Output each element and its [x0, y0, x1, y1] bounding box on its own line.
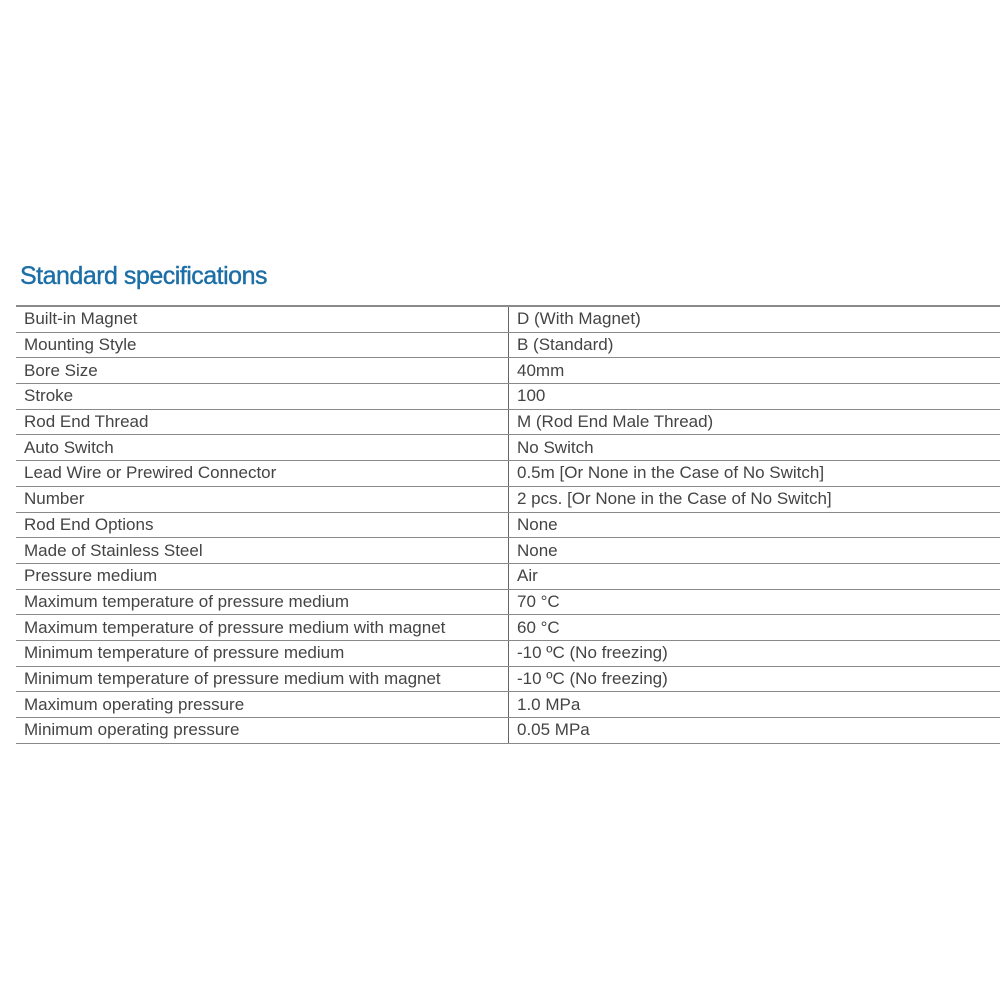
table-row: Auto Switch No Switch [16, 434, 1000, 462]
table-row: Maximum temperature of pressure medium 70… [16, 589, 1000, 616]
table-row: Lead Wire or Prewired Connector 0.5m [Or … [16, 460, 1000, 487]
spec-table: Built-in Magnet D (With Magnet) Mounting S… [16, 305, 1000, 744]
spec-value: 2 pcs. [Or None in the Case of No Switch… [508, 486, 1000, 513]
table-row: Rod End Thread M (Rod End Male Thread) [16, 409, 1000, 436]
spec-label: Auto Switch [16, 434, 509, 462]
spec-label: Mounting Style [16, 332, 509, 359]
spec-value: 40mm [508, 357, 1000, 385]
spec-value: None [508, 537, 1000, 564]
spec-label: Minimum temperature of pressure medium [16, 640, 509, 667]
page-title: Standard specifications [20, 262, 268, 290]
spec-label: Maximum operating pressure [16, 691, 509, 718]
spec-value: 70 °C [508, 589, 1000, 616]
table-row: Mounting Style B (Standard) [16, 332, 1000, 359]
spec-label: Number [16, 486, 509, 513]
spec-label: Rod End Thread [16, 409, 509, 436]
spec-label: Built-in Magnet [16, 306, 509, 333]
table-row: Rod End Options None [16, 512, 1000, 539]
table-row: Stroke 100 [16, 383, 1000, 410]
spec-value: 0.5m [Or None in the Case of No Switch] [508, 460, 1000, 487]
table-row: Bore Size 40mm [16, 357, 1000, 385]
table-row: Minimum temperature of pressure medium w… [16, 666, 1000, 693]
spec-value: 60 °C [508, 614, 1000, 641]
table-row: Maximum temperature of pressure medium w… [16, 614, 1000, 641]
spec-label: Made of Stainless Steel [16, 537, 509, 564]
spec-value: No Switch [508, 434, 1000, 462]
spec-label: Maximum temperature of pressure medium w… [16, 614, 509, 641]
spec-label: Maximum temperature of pressure medium [16, 589, 509, 616]
spec-value: B (Standard) [508, 332, 1000, 359]
spec-label: Rod End Options [16, 512, 509, 539]
spec-value: None [508, 512, 1000, 539]
table-row: Built-in Magnet D (With Magnet) [16, 306, 1000, 333]
spec-label: Lead Wire or Prewired Connector [16, 460, 509, 487]
table-row: Minimum temperature of pressure medium -1… [16, 640, 1000, 667]
spec-value: D (With Magnet) [508, 306, 1000, 333]
spec-value: Air [508, 563, 1000, 590]
spec-label: Pressure medium [16, 563, 509, 590]
spec-value: 100 [508, 383, 1000, 410]
table-row: Pressure medium Air [16, 563, 1000, 590]
table-row: Number 2 pcs. [Or None in the Case of No … [16, 486, 1000, 513]
spec-value: -10 ºC (No freezing) [508, 666, 1000, 693]
spec-value: 0.05 MPa [508, 717, 1000, 744]
table-row: Maximum operating pressure 1.0 MPa [16, 691, 1000, 718]
spec-value: -10 ºC (No freezing) [508, 640, 1000, 667]
spec-label: Stroke [16, 383, 509, 410]
spec-value: M (Rod End Male Thread) [508, 409, 1000, 436]
spec-label: Bore Size [16, 357, 509, 385]
table-row: Made of Stainless Steel None [16, 537, 1000, 564]
spec-label: Minimum temperature of pressure medium w… [16, 666, 509, 693]
spec-label: Minimum operating pressure [16, 717, 509, 744]
spec-value: 1.0 MPa [508, 691, 1000, 718]
table-row: Minimum operating pressure 0.05 MPa [16, 717, 1000, 744]
